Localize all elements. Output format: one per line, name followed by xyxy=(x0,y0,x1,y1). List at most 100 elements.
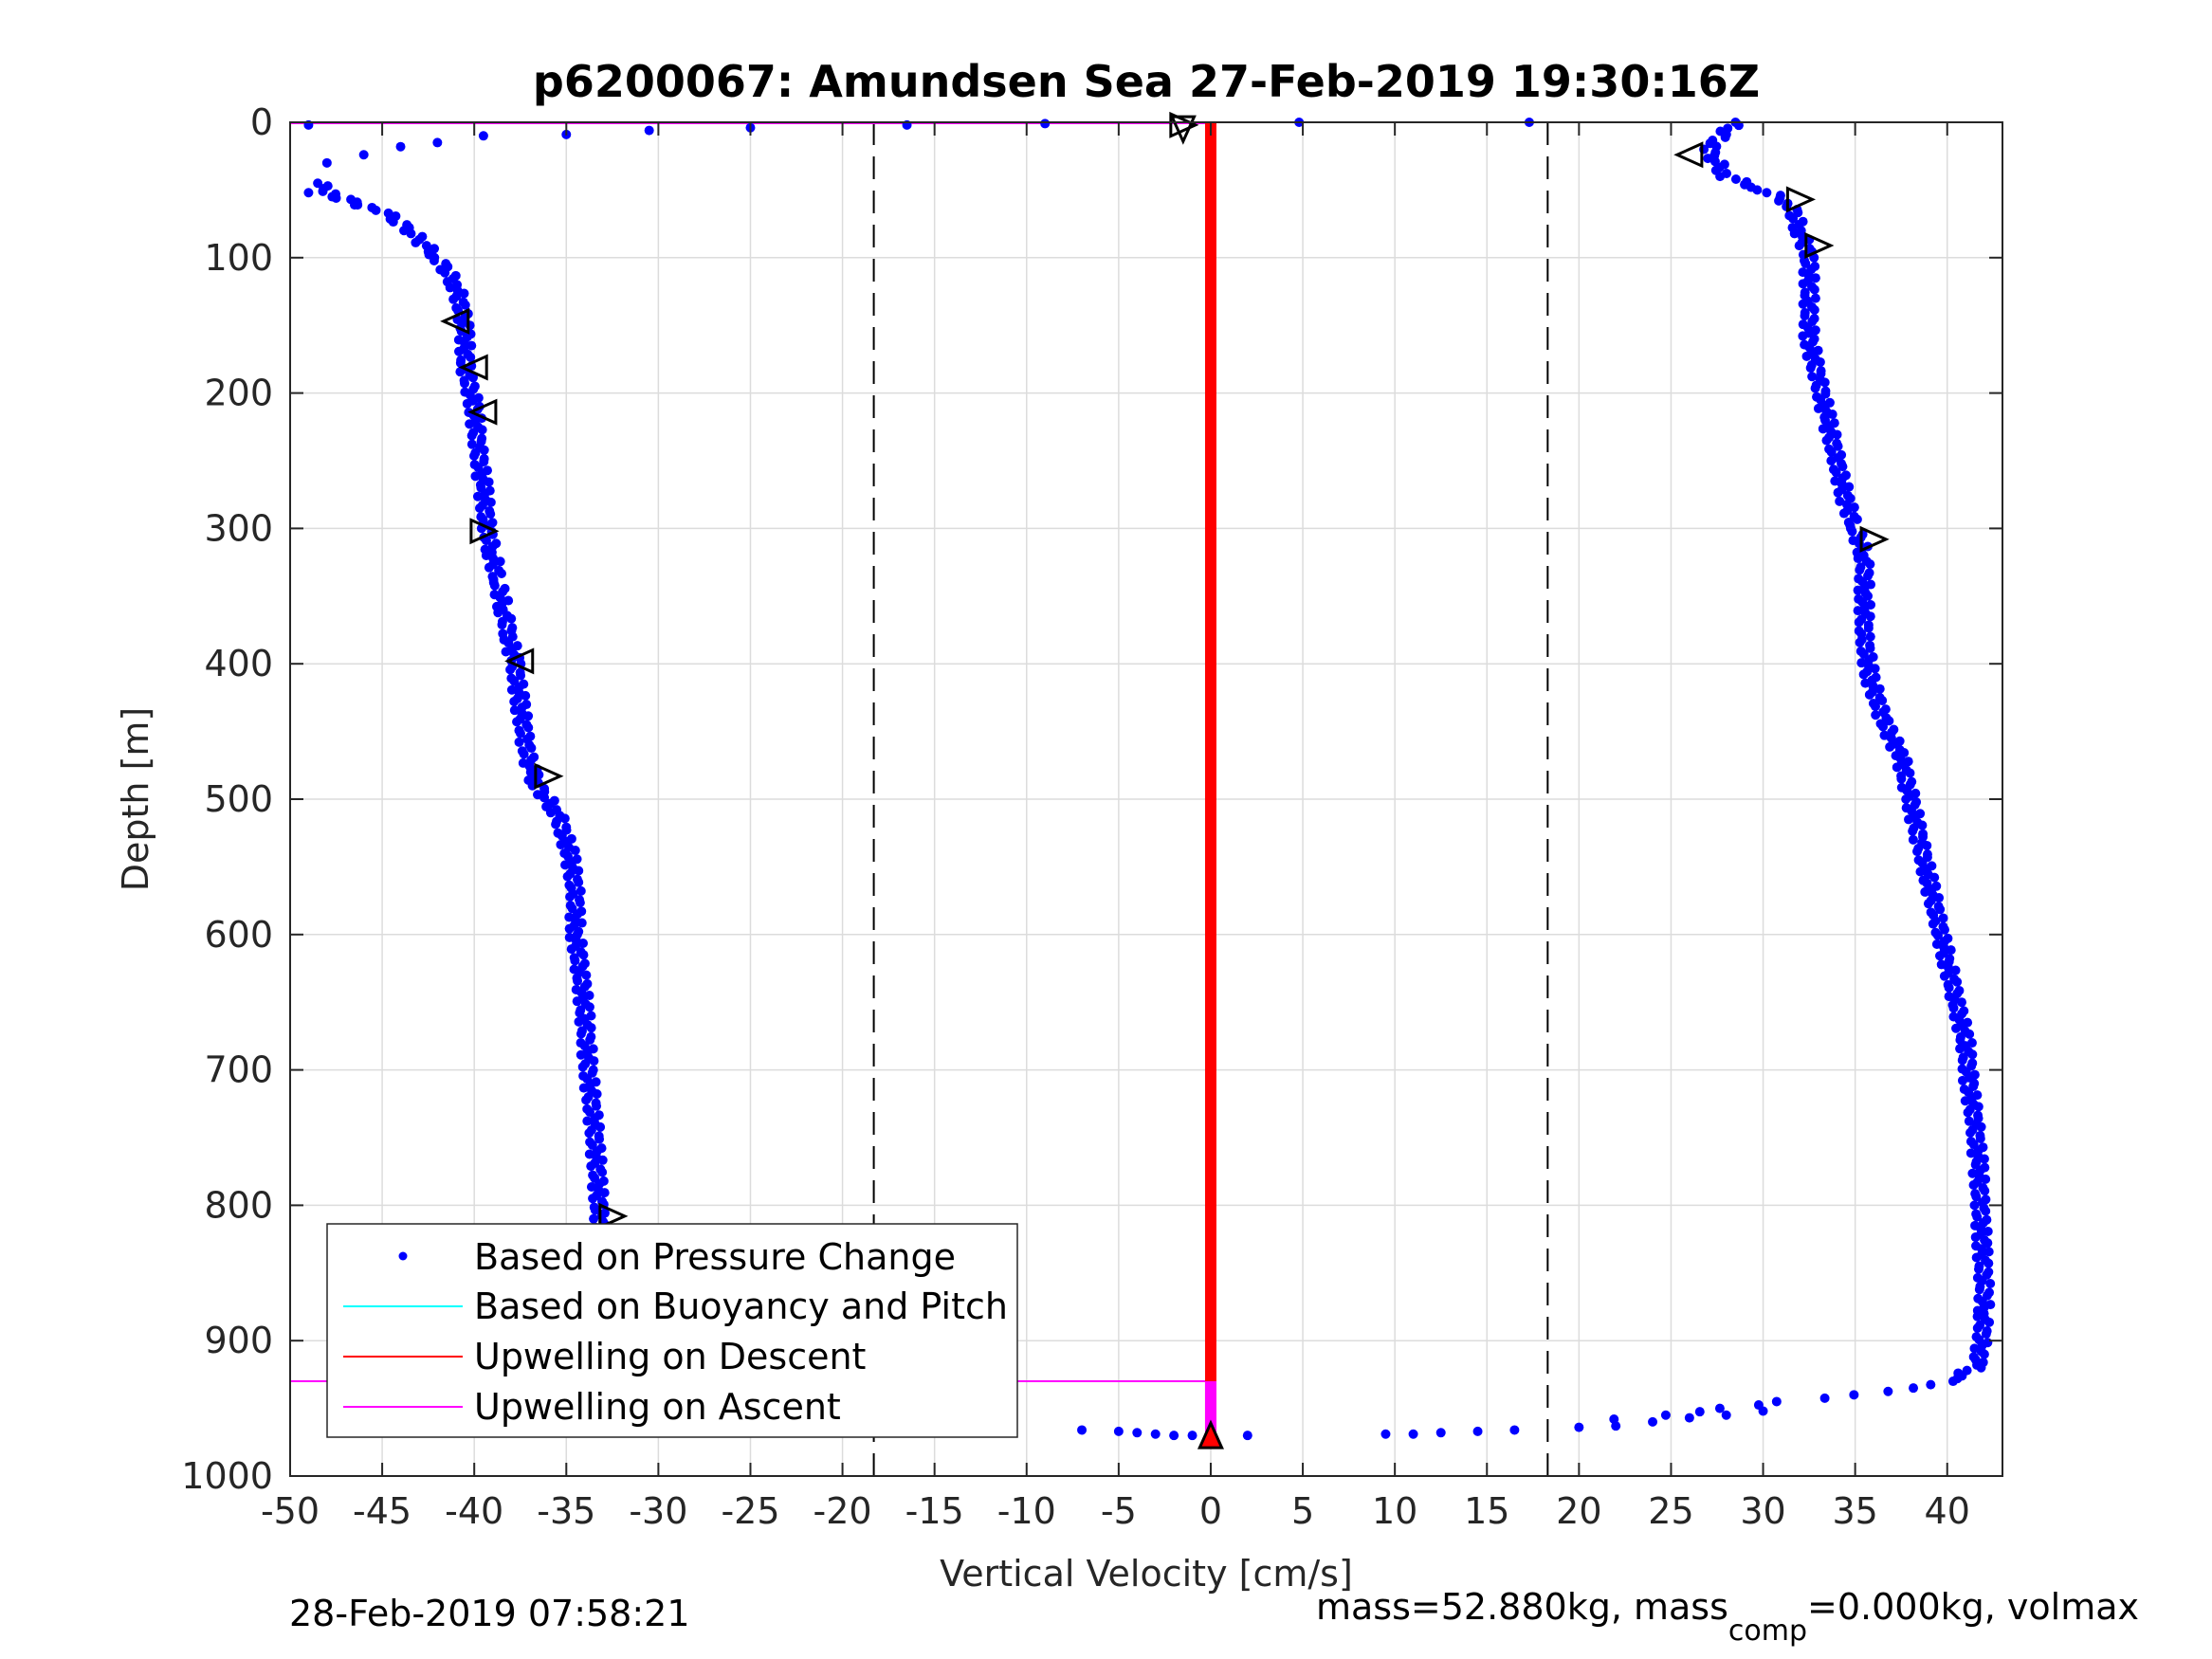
velocity-point xyxy=(1884,716,1894,726)
x-tick-label: -35 xyxy=(537,1490,595,1532)
y-axis-ticks: 0 100 200 300 400 500 600 700 800 900 1000 xyxy=(181,101,2002,1497)
velocity-point xyxy=(1920,886,1930,897)
velocity-point xyxy=(1947,1376,1958,1387)
velocity-point xyxy=(1752,185,1763,195)
velocity-point xyxy=(479,445,489,455)
velocity-point xyxy=(1762,188,1772,198)
pitch-marker xyxy=(504,647,535,675)
pitch-marker xyxy=(1169,115,1197,145)
velocity-point xyxy=(592,1101,602,1111)
velocity-point xyxy=(1972,1212,1983,1222)
velocity-point xyxy=(1187,1431,1197,1441)
velocity-point xyxy=(1611,1421,1621,1431)
velocity-point xyxy=(1904,814,1914,825)
velocity-point xyxy=(1801,351,1812,361)
velocity-point xyxy=(1908,826,1918,836)
velocity-point xyxy=(588,1194,598,1204)
velocity-point xyxy=(589,1213,599,1224)
velocity-point xyxy=(349,200,359,210)
velocity-point xyxy=(576,1029,586,1039)
velocity-point xyxy=(1917,820,1928,830)
velocity-point xyxy=(489,580,500,591)
x-tick-label: -10 xyxy=(997,1490,1056,1532)
velocity-point xyxy=(1721,1410,1731,1420)
velocity-point xyxy=(1968,1179,1979,1190)
velocity-point xyxy=(578,950,589,960)
velocity-point xyxy=(1870,664,1880,674)
velocity-point xyxy=(1800,311,1810,320)
velocity-point xyxy=(467,373,478,383)
velocity-point xyxy=(576,1049,586,1060)
velocity-point xyxy=(519,749,529,759)
velocity-point xyxy=(1912,847,1923,857)
legend-box xyxy=(326,1223,1018,1438)
velocity-point xyxy=(584,1128,594,1139)
velocity-point xyxy=(1896,774,1907,784)
velocity-point xyxy=(1805,363,1816,374)
velocity-point xyxy=(1856,658,1867,668)
velocity-point xyxy=(318,186,328,196)
velocity-point xyxy=(1922,840,1932,850)
velocity-point xyxy=(594,1134,605,1144)
velocity-point xyxy=(358,150,369,160)
velocity-point xyxy=(590,1205,600,1215)
velocity-point xyxy=(551,819,561,830)
velocity-point xyxy=(1865,643,1875,653)
velocity-point xyxy=(574,1016,584,1027)
velocity-point xyxy=(1703,154,1713,164)
velocity-point xyxy=(1837,462,1848,472)
velocity-point xyxy=(1957,1075,1967,1085)
velocity-point xyxy=(575,898,585,908)
velocity-point xyxy=(1938,913,1948,923)
velocity-point xyxy=(445,283,455,293)
velocity-point xyxy=(1934,893,1945,903)
pitch-marker xyxy=(1785,186,1817,213)
velocity-point xyxy=(1981,1206,1991,1216)
velocity-point xyxy=(523,711,534,721)
velocity-point xyxy=(1660,1410,1671,1420)
velocity-point xyxy=(1798,331,1808,341)
velocity-point xyxy=(1956,997,1966,1008)
velocity-point xyxy=(1801,258,1811,268)
velocity-point xyxy=(566,944,576,955)
x-axis-label: Vertical Velocity [cm/s] xyxy=(940,1553,1353,1595)
velocity-point xyxy=(559,813,570,824)
velocity-point xyxy=(470,471,481,482)
velocity-point xyxy=(1976,1362,1986,1373)
velocity-point xyxy=(599,1188,610,1198)
velocity-point xyxy=(1971,1252,1982,1263)
velocity-point xyxy=(1855,565,1865,575)
velocity-point xyxy=(512,717,522,727)
velocity-point xyxy=(644,125,654,136)
velocity-point xyxy=(388,217,398,228)
velocity-point xyxy=(1242,1431,1252,1441)
velocity-point xyxy=(1965,1029,1975,1039)
velocity-point xyxy=(1865,559,1875,570)
velocity-point xyxy=(1960,1096,1970,1106)
velocity-point xyxy=(1715,172,1726,182)
velocity-point xyxy=(474,502,484,513)
pitch-marker xyxy=(1804,231,1835,259)
velocity-point xyxy=(1132,1428,1143,1438)
velocity-point xyxy=(570,846,580,856)
velocity-point xyxy=(1948,1003,1959,1013)
velocity-point xyxy=(1929,872,1940,883)
velocity-point xyxy=(1928,919,1938,929)
velocity-point xyxy=(582,1116,593,1126)
velocity-point xyxy=(1984,1317,1995,1327)
velocity-point xyxy=(1975,1134,1985,1144)
velocity-point xyxy=(429,255,439,265)
velocity-point xyxy=(1871,710,1881,720)
velocity-point xyxy=(1694,1407,1705,1417)
velocity-point xyxy=(1892,762,1902,773)
velocity-point xyxy=(1648,1416,1658,1427)
velocity-point xyxy=(1858,669,1869,680)
velocity-point xyxy=(1684,1413,1694,1423)
x-tick-label: -15 xyxy=(905,1490,964,1532)
velocity-point xyxy=(1983,1238,1993,1249)
pitch-marker xyxy=(1169,111,1199,138)
velocity-point xyxy=(1885,741,1895,752)
velocity-point xyxy=(1972,1311,1983,1322)
y-tick-label: 500 xyxy=(204,778,273,820)
velocity-point xyxy=(455,367,466,377)
